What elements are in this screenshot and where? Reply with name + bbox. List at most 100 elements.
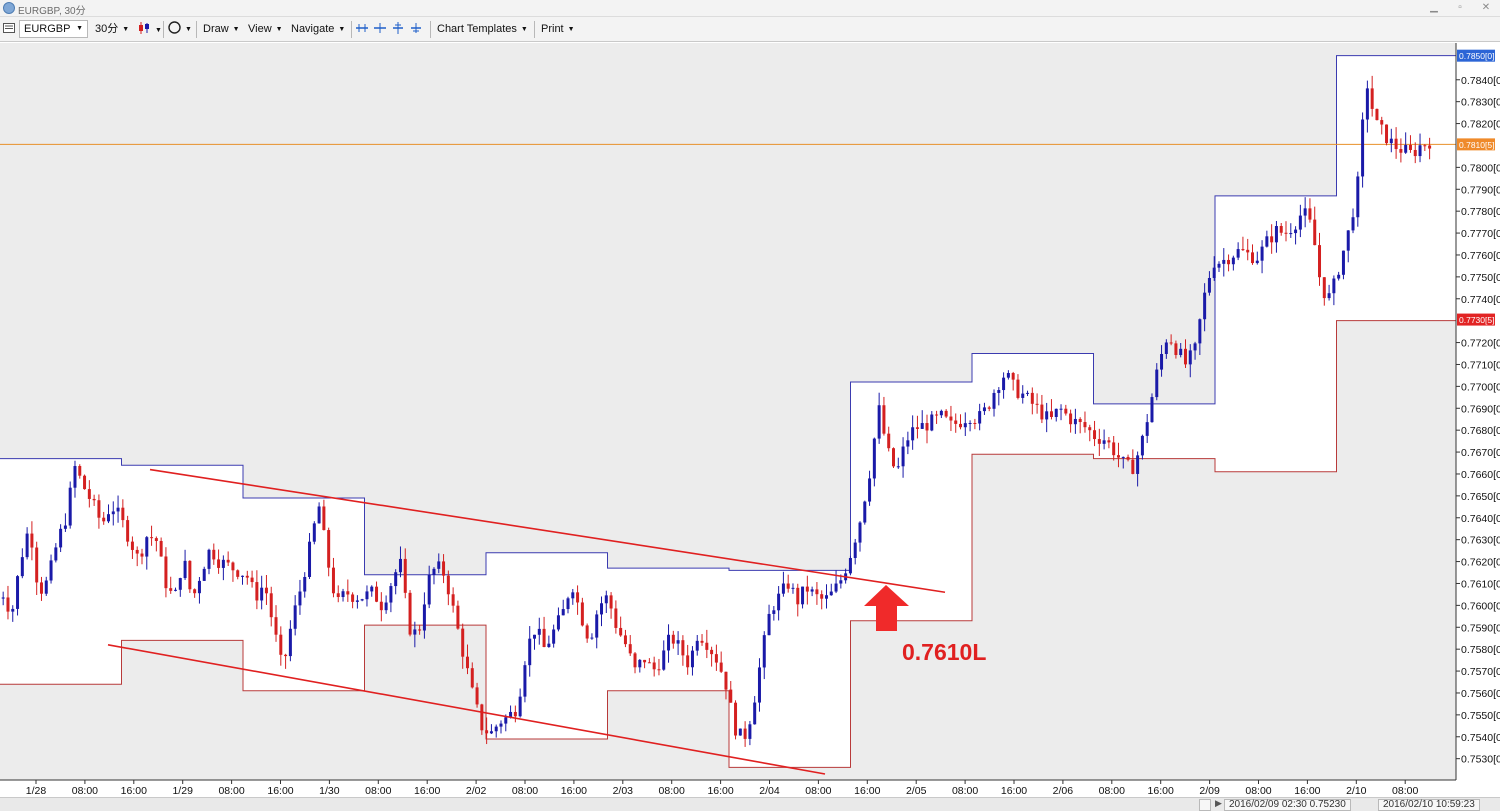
candle-body bbox=[44, 580, 48, 594]
candle-body bbox=[1418, 145, 1422, 157]
chevron-down-icon: ▼ bbox=[567, 26, 575, 33]
view-menu[interactable]: View ▼ bbox=[248, 21, 283, 38]
candle-body bbox=[159, 540, 163, 557]
candle-body bbox=[1002, 377, 1006, 391]
candle-body bbox=[1298, 215, 1302, 230]
candle-body bbox=[1227, 259, 1231, 265]
chart-type-selector[interactable]: ▼ bbox=[137, 21, 162, 38]
candle-body bbox=[1404, 144, 1408, 153]
chevron-down-icon: ▼ bbox=[185, 26, 192, 33]
candle-body bbox=[868, 478, 872, 502]
candle-body bbox=[667, 634, 671, 651]
chart-menu-icon[interactable] bbox=[3, 22, 15, 39]
candle-body bbox=[628, 644, 632, 654]
candle-body bbox=[1370, 88, 1374, 109]
candle-body bbox=[73, 466, 77, 488]
candle-body bbox=[351, 594, 355, 602]
symbol-selector[interactable]: EURGBP ▼ bbox=[19, 20, 88, 38]
zoom-out-vertical-icon[interactable] bbox=[409, 21, 423, 38]
candle-body bbox=[848, 557, 852, 574]
up-arrow-icon bbox=[864, 585, 909, 631]
draw-menu[interactable]: Draw ▼ bbox=[203, 21, 240, 38]
candle-body bbox=[87, 489, 91, 499]
candle-body bbox=[1069, 413, 1073, 425]
price-tick-label: 0.7640[0] bbox=[1461, 513, 1500, 525]
indicator-selector[interactable]: ▼ bbox=[168, 21, 192, 38]
candle-body bbox=[384, 602, 388, 611]
candle-body bbox=[365, 591, 369, 600]
candle-body bbox=[394, 572, 398, 587]
candle-body bbox=[1351, 217, 1355, 231]
minimize-icon[interactable]: ▁ bbox=[1430, 2, 1438, 13]
candle-body bbox=[537, 628, 541, 635]
candle-body bbox=[968, 422, 972, 424]
candle-body bbox=[686, 655, 690, 668]
candle-body bbox=[303, 576, 307, 592]
candle-body bbox=[250, 577, 254, 583]
range-box bbox=[121, 465, 243, 641]
candle-body bbox=[355, 600, 359, 602]
price-axis[interactable] bbox=[1456, 43, 1500, 797]
candle-body bbox=[375, 586, 379, 602]
candle-body bbox=[1423, 145, 1427, 147]
candle-body bbox=[772, 610, 776, 614]
candle-body bbox=[1097, 439, 1101, 444]
time-tick-label: 08:00 bbox=[1099, 785, 1125, 797]
candle-body bbox=[738, 728, 742, 736]
price-chart[interactable]: 0.7610L 0.7530[0] 0.7540[0] 0.7550[0] 0.756… bbox=[0, 43, 1500, 797]
zoom-in-horizontal-icon[interactable] bbox=[355, 21, 369, 38]
upper-trendline bbox=[149, 468, 946, 594]
circle-icon bbox=[168, 21, 181, 34]
candle-body bbox=[475, 687, 479, 705]
candle-body bbox=[892, 448, 895, 467]
candle-body bbox=[1303, 208, 1307, 216]
scroll-toggle[interactable] bbox=[1199, 799, 1211, 811]
candle-body bbox=[1246, 249, 1250, 253]
candle-body bbox=[284, 654, 288, 657]
candle-body bbox=[489, 731, 493, 734]
candle-body bbox=[1093, 430, 1097, 440]
candle-body bbox=[863, 501, 867, 523]
candle-body bbox=[810, 589, 814, 592]
price-tick-label: 0.7700[0] bbox=[1461, 381, 1500, 393]
candle-body bbox=[1150, 397, 1154, 423]
candle-body bbox=[456, 605, 460, 629]
candle-body bbox=[331, 567, 335, 594]
candle-body bbox=[1222, 259, 1226, 264]
zoom-out-horizontal-icon[interactable] bbox=[373, 21, 387, 38]
candle-body bbox=[451, 594, 455, 606]
candle-body bbox=[446, 575, 450, 595]
time-tick-label: 16:00 bbox=[1001, 785, 1027, 797]
candles bbox=[1, 75, 1432, 747]
timeframe-selector[interactable]: 30分 ▼ bbox=[95, 21, 129, 38]
price-tick-label: 0.7820[0] bbox=[1461, 119, 1500, 131]
candle-body bbox=[509, 711, 513, 718]
candle-body bbox=[561, 609, 565, 616]
candle-body bbox=[279, 634, 283, 655]
candle-body bbox=[360, 599, 364, 601]
close-icon[interactable]: ✕ bbox=[1481, 2, 1491, 13]
restore-icon[interactable]: ▫ bbox=[1458, 2, 1462, 13]
chart-toolbar: EURGBP ▼ 30分 ▼ ▼ ▼ Draw ▼ View ▼ Navigate ▼ C… bbox=[0, 17, 1500, 42]
candle-body bbox=[403, 558, 407, 593]
candle-body bbox=[308, 541, 312, 577]
candle-body bbox=[1174, 343, 1178, 356]
price-tick-label: 0.7550[0] bbox=[1461, 710, 1500, 722]
zoom-in-vertical-icon[interactable] bbox=[391, 21, 405, 38]
candle-body bbox=[1294, 229, 1298, 234]
price-tick-label: 0.7580[0] bbox=[1461, 644, 1500, 656]
navigate-menu[interactable]: Navigate ▼ bbox=[291, 21, 345, 38]
candle-body bbox=[997, 390, 1001, 393]
candle-body bbox=[68, 487, 72, 526]
candle-body bbox=[820, 594, 824, 599]
time-axis[interactable] bbox=[0, 780, 1456, 797]
candle-body bbox=[504, 717, 508, 724]
candle-body bbox=[183, 560, 187, 579]
play-icon[interactable]: ▶ bbox=[1215, 798, 1222, 808]
candle-body bbox=[1107, 440, 1111, 443]
candle-body bbox=[1102, 440, 1106, 444]
chart-templates-menu[interactable]: Chart Templates ▼ bbox=[437, 21, 528, 38]
candle-body bbox=[92, 498, 96, 501]
candle-body bbox=[217, 559, 221, 568]
print-menu[interactable]: Print ▼ bbox=[541, 21, 575, 38]
